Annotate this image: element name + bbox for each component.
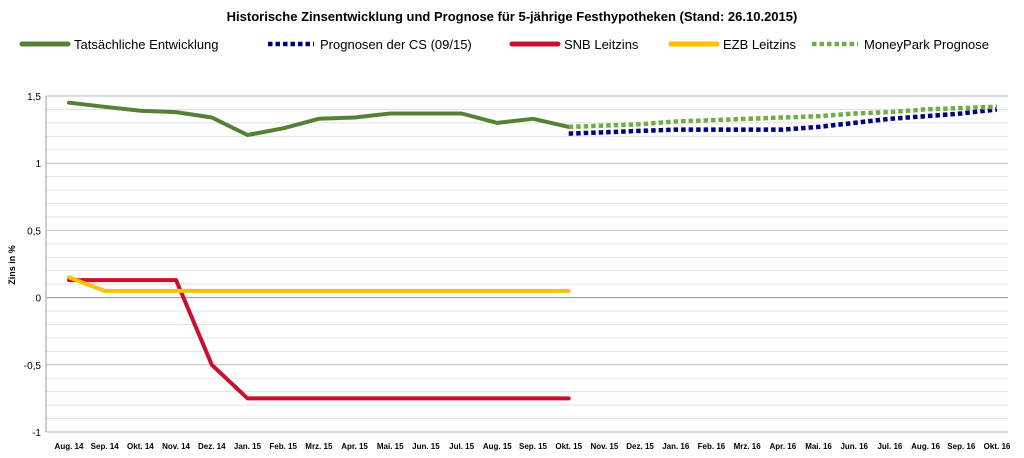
x-tick-label: Feb. 15 [269,442,297,451]
x-tick-label: Okt. 15 [555,442,582,451]
x-tick-label: Okt. 16 [984,442,1011,451]
series-line-tats-chliche-entwicklung [67,100,571,137]
x-tick-label: Jan. 15 [234,442,262,451]
x-tick-label: Dez. 14 [198,442,226,451]
y-tick-label: 1,5 [27,92,41,103]
series-lines [67,100,998,401]
x-tick-label: Sep. 16 [947,442,976,451]
x-tick-label: Jan. 16 [662,442,690,451]
y-tick-label: -0,5 [24,361,42,372]
x-tick-label: Sep. 15 [519,442,548,451]
x-tick-label: Aug. 14 [55,442,84,451]
x-tick-label: Mrz. 16 [734,442,762,451]
y-tick-label: -1 [32,428,41,439]
series-line-prognosen-der-cs-09-15- [568,107,998,136]
legend-label: SNB Leitzins [564,37,639,52]
y-tick-label: 0 [35,294,41,305]
series-line-snb-leitzins [67,278,571,401]
x-tick-label: Mrz. 15 [305,442,333,451]
legend-label: Prognosen der CS (09/15) [320,37,472,52]
x-tick-labels: Aug. 14 Sep. 14 Okt. 14 Nov. 14 Dez. 14 Jan. … [55,442,1011,451]
x-tick-label: Jun. 15 [412,442,440,451]
x-tick-label: Aug. 15 [483,442,512,451]
x-tick-label: Mai. 15 [377,442,404,451]
legend-label: MoneyPark Prognose [864,37,989,52]
legend: Tatsächliche Entwicklung Prognosen der CS… [19,37,989,52]
legend-label: Tatsächliche Entwicklung [74,37,219,52]
x-tick-label: Dez. 15 [626,442,654,451]
series-line-moneypark-prognose [568,104,998,130]
y-tick-label: 1 [35,159,41,170]
y-tick-labels: 1,5 1 0,5 0 -0,5 -1 [24,92,42,439]
x-tick-label: Mai. 16 [805,442,832,451]
x-tick-label: Nov. 14 [162,442,190,451]
x-tick-label: Apr. 15 [341,442,368,451]
y-tick-label: 0,5 [27,226,41,237]
y-axis-label: Zins in % [7,245,17,285]
gridlines [46,95,1008,433]
x-tick-label: Okt. 14 [127,442,154,451]
x-tick-label: Aug. 16 [911,442,940,451]
x-tick-label: Nov. 15 [590,442,618,451]
x-tick-label: Feb. 16 [698,442,726,451]
x-tick-label: Sep. 14 [91,442,120,451]
axes [45,96,1008,432]
x-tick-label: Jul. 15 [449,442,474,451]
series-line-ezb-leitzins [67,275,571,293]
x-tick-label: Apr. 16 [770,442,797,451]
chart-title: Historische Zinsentwicklung und Prognose… [227,9,798,24]
x-tick-label: Jun. 16 [840,442,868,451]
x-tick-label: Jul. 16 [877,442,902,451]
legend-label: EZB Leitzins [723,37,796,52]
